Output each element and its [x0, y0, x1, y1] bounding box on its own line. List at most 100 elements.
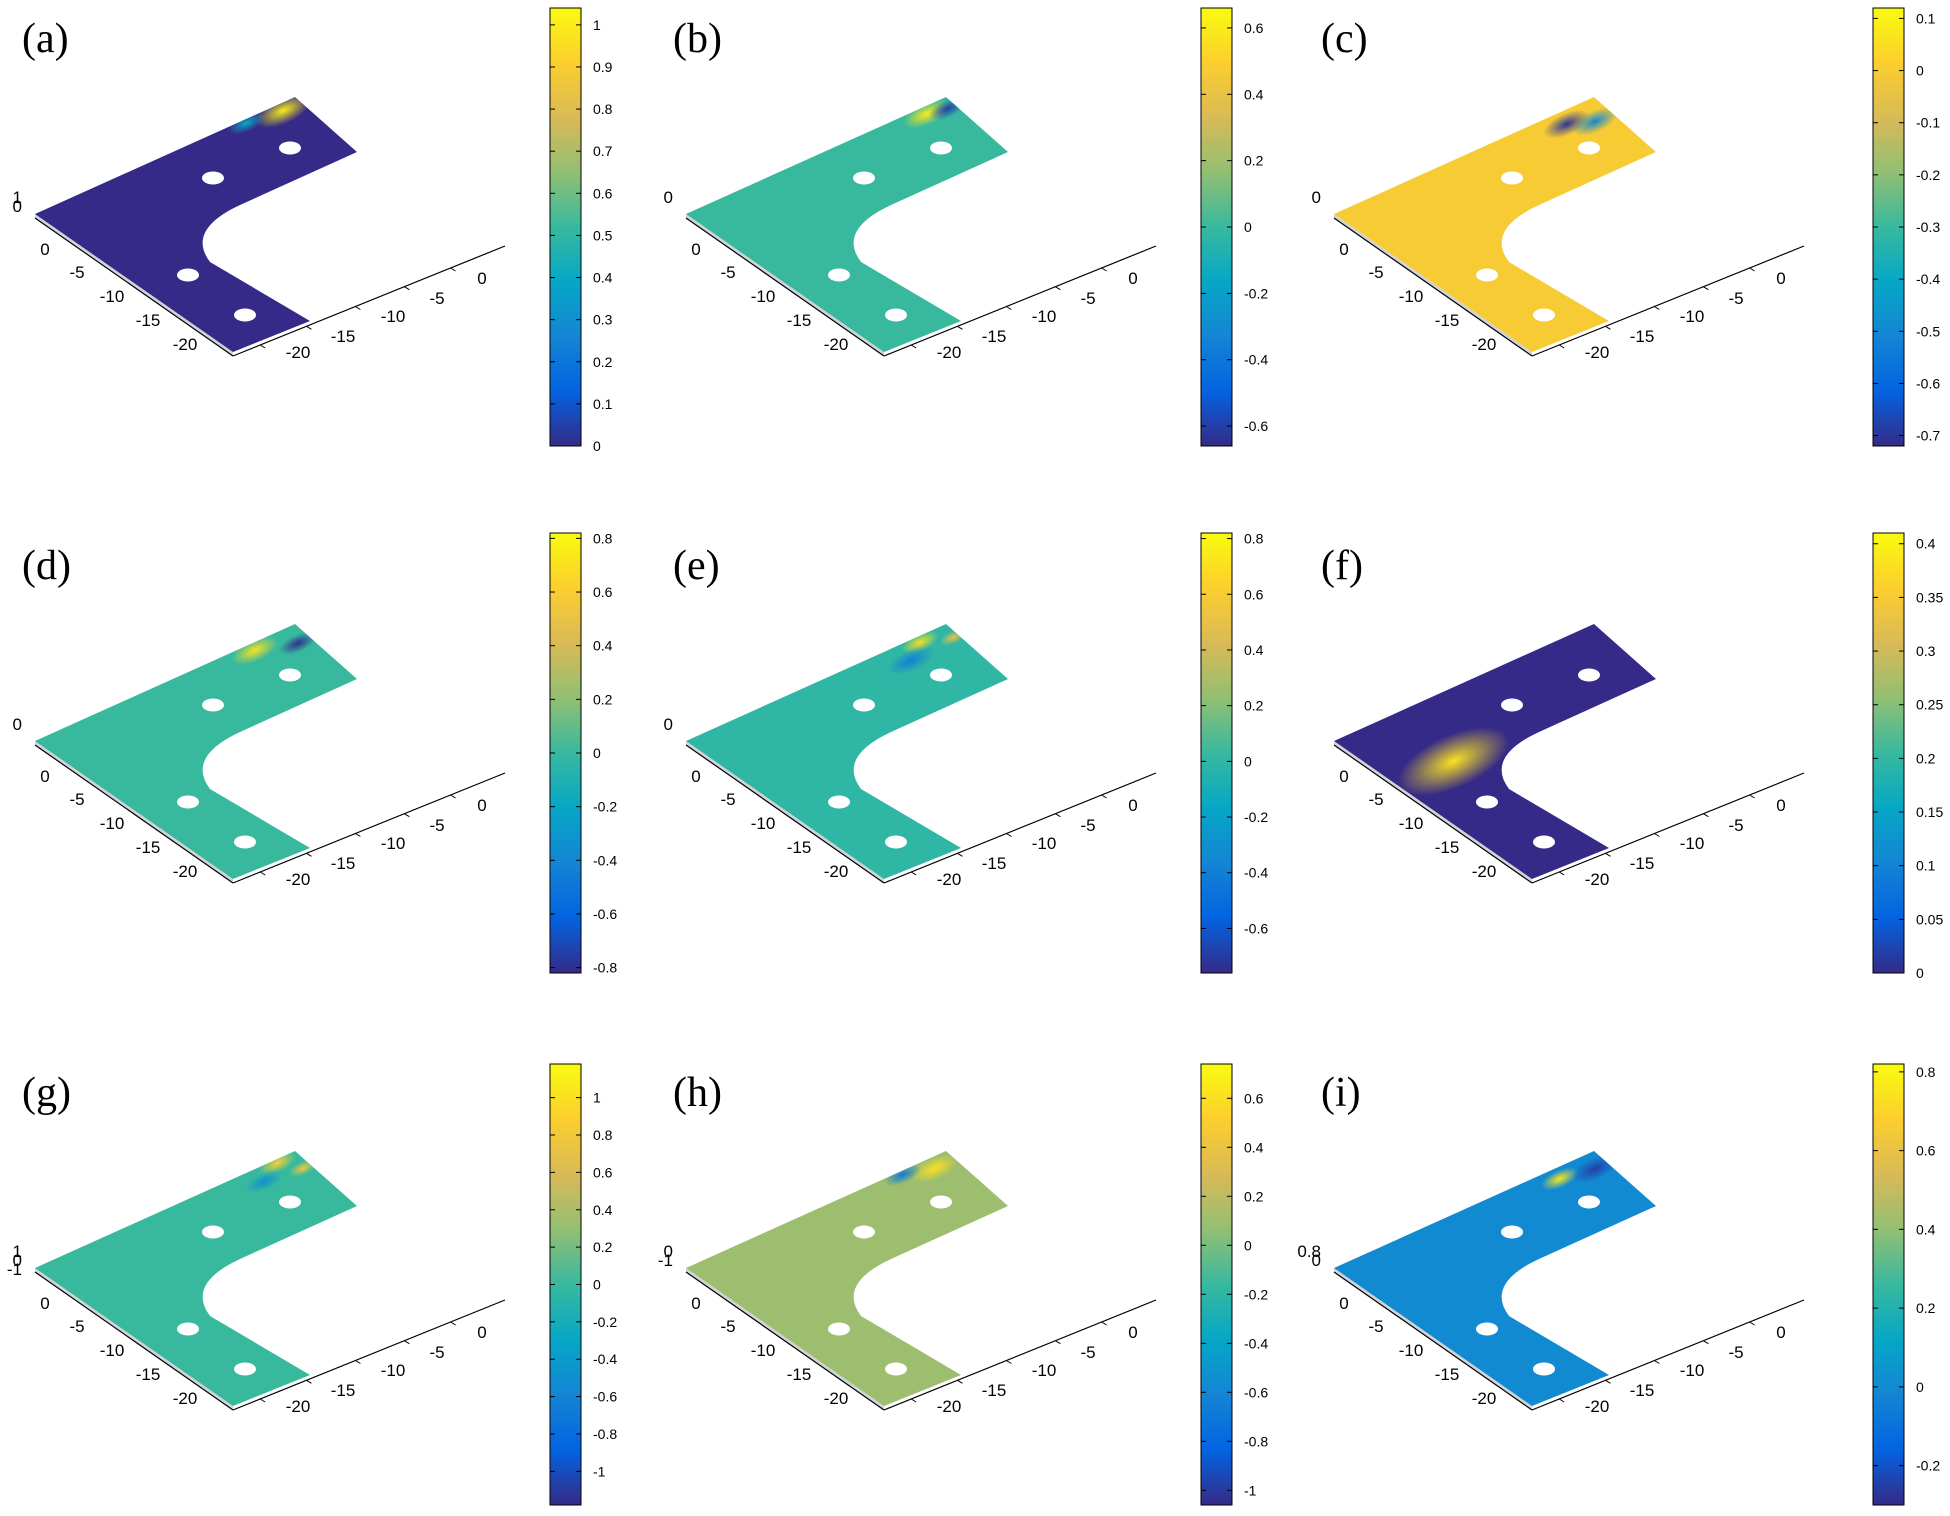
y-tick-mark — [1703, 1340, 1709, 1345]
hotspot — [258, 1151, 297, 1175]
hotspot — [245, 1170, 283, 1193]
plate-hole — [853, 171, 875, 185]
plate-hole — [828, 1322, 850, 1336]
x-tick-label: -10 — [100, 287, 125, 306]
plate-hole — [177, 1322, 199, 1336]
panel-label: (d) — [22, 543, 71, 589]
colorbar-tick-label: -0.6 — [593, 906, 617, 922]
plate-edge — [1334, 1268, 1532, 1410]
colorbar-tick-label: -0.1 — [1916, 115, 1940, 131]
colorbar-tick-label: 0.6 — [1916, 1143, 1936, 1159]
colorbar-tick-label: 0 — [1916, 63, 1924, 79]
field-features — [1397, 727, 1510, 796]
colorbar-tick-label: 0.8 — [593, 1127, 613, 1143]
y-tick-label: -20 — [937, 343, 962, 362]
y-tick-mark — [1006, 306, 1012, 310]
plate-hole — [885, 1362, 907, 1376]
plate-edge — [35, 741, 233, 883]
x-tick-label: 0 — [691, 767, 700, 786]
colorbar-tick-label: 0.1 — [1916, 858, 1936, 874]
colorbar-tick-label: 0 — [593, 1277, 601, 1293]
colorbar-tick-label: 0.8 — [593, 101, 613, 117]
colorbar-tick-label: 0.4 — [1916, 536, 1936, 552]
x-tick-label: -15 — [136, 1365, 161, 1384]
y-tick-label: -15 — [1630, 327, 1655, 346]
plate-hole — [202, 698, 224, 712]
plate-hole — [1578, 668, 1600, 682]
colorbar-tick-label: -0.6 — [1244, 1384, 1268, 1400]
y-tick-label: 0 — [1128, 269, 1137, 288]
panel-c: (c) 0 -5 -10 -15 -20 -20 -15 -10 -5 0 0 -0.7 -0.6 -0.5… — [1312, 7, 1940, 447]
y-tick-mark — [306, 852, 312, 857]
z-tick-label: 0 — [664, 1242, 673, 1261]
x-tick-label: -15 — [136, 838, 161, 857]
panel-label: (i) — [1321, 1070, 1361, 1116]
plate-hole — [234, 308, 256, 322]
x-tick-label: 0 — [691, 1294, 700, 1313]
x-axis-line — [1333, 1271, 1533, 1411]
plate-hole — [930, 668, 952, 682]
plate-hole — [930, 141, 952, 155]
panel-b: (b) 0 -5 -10 -15 -20 -20 -15 -10 -5 0 0 -0.6 -0.4 -0.2… — [664, 7, 1268, 447]
plate-hole — [930, 1195, 952, 1209]
y-tick-label: -15 — [982, 1381, 1007, 1400]
colorbar — [549, 1063, 582, 1506]
y-axis-line — [883, 772, 1157, 884]
plate-hole — [1578, 1195, 1600, 1209]
colorbar-tick-label: 0.2 — [1244, 698, 1264, 714]
x-tick-label: -20 — [173, 1389, 198, 1408]
x-tick-label: -20 — [1472, 335, 1497, 354]
hotspot — [887, 646, 934, 675]
y-tick-mark — [1055, 813, 1061, 818]
y-tick-label: -5 — [1728, 816, 1743, 835]
colorbar-tick-label: 0.1 — [1916, 10, 1936, 26]
plate-hole — [828, 795, 850, 809]
x-tick-label: -15 — [787, 838, 812, 857]
plate-surface — [1334, 1151, 1656, 1406]
panel-i: (i)0-5-10-15-20 -20-15-10-500.80-0.200.20… — [1297, 1063, 1940, 1506]
y-axis-line — [1531, 245, 1805, 357]
colorbar-tick-label: -0.6 — [593, 1389, 617, 1405]
field-features — [883, 1154, 959, 1187]
x-tick-label: -5 — [720, 263, 735, 282]
colorbar-tick-label: 0.4 — [1244, 642, 1264, 658]
colorbar — [1872, 1063, 1905, 1506]
x-tick-label: -10 — [1399, 1341, 1424, 1360]
y-tick-label: -20 — [937, 1397, 962, 1416]
colorbar-tick-label: -0.2 — [1916, 167, 1940, 183]
y-tick-mark — [259, 871, 266, 876]
y-axis-line — [1531, 1299, 1805, 1411]
x-axis-line — [1333, 217, 1533, 357]
y-tick-mark — [1749, 794, 1755, 799]
x-tick-label: -20 — [824, 1389, 849, 1408]
hotspot — [227, 111, 265, 135]
plate-hole — [177, 795, 199, 809]
x-tick-label: -5 — [720, 1317, 735, 1336]
plate-edge — [686, 1268, 884, 1410]
colorbar-tick-label: 0.4 — [593, 1202, 613, 1218]
panel-label: (f) — [1321, 543, 1363, 589]
y-tick-mark — [1703, 813, 1709, 818]
plate-hole — [279, 1195, 301, 1209]
x-tick-label: -10 — [100, 814, 125, 833]
colorbar-tick-label: -1 — [1244, 1482, 1257, 1498]
y-tick-label: -10 — [1680, 307, 1705, 326]
y-tick-label: -15 — [1630, 854, 1655, 873]
colorbar-tick-label: -0.2 — [593, 1314, 617, 1330]
colorbar — [549, 532, 582, 974]
y-tick-mark — [1558, 1398, 1565, 1403]
y-tick-mark — [1006, 833, 1012, 837]
plate-hole — [1501, 698, 1523, 712]
plate-surface — [686, 624, 1008, 879]
x-tick-label: -5 — [720, 790, 735, 809]
plate-hole — [885, 308, 907, 322]
colorbar-tick-label: -0.2 — [1916, 1458, 1940, 1474]
y-tick-label: -10 — [1032, 834, 1057, 853]
x-tick-label: 0 — [1339, 1294, 1348, 1313]
y-axis-line — [232, 772, 506, 884]
field-features — [1543, 107, 1619, 139]
y-tick-label: 0 — [1776, 269, 1785, 288]
colorbar-tick-label: -0.5 — [1916, 323, 1940, 339]
y-tick-mark — [306, 325, 312, 330]
colorbar-tick-label: -0.6 — [1244, 418, 1268, 434]
